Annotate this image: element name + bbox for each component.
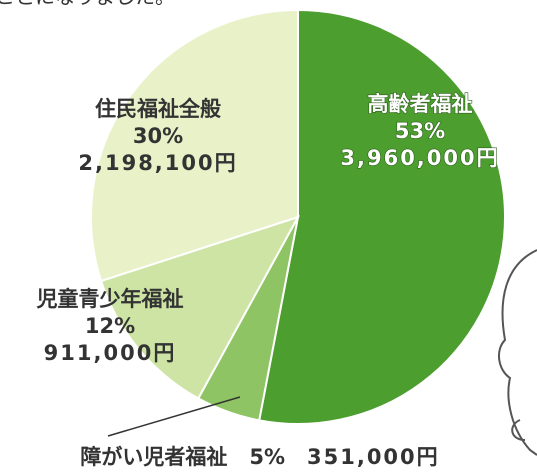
- pie-slice: [99, 215, 301, 400]
- slice-label: 障がい児者福祉 5% 351,000円: [80, 445, 439, 469]
- category-label: 障がい児者福祉: [80, 445, 227, 469]
- amount-label: 351,000円: [307, 445, 440, 469]
- amount-label: 911,000円: [44, 341, 177, 365]
- pie-slice: [90, 8, 299, 283]
- category-label: 高齢者福祉: [368, 92, 473, 116]
- percent-label: 5%: [249, 445, 285, 469]
- mascot: [498, 249, 537, 456]
- amount-label: 3,960,000円: [340, 146, 499, 170]
- category-label: 児童青少年福祉: [36, 287, 184, 311]
- percent-label: 30%: [133, 124, 183, 148]
- amount-label: 2,198,100円: [78, 151, 237, 175]
- header-text: ことになりました。: [0, 0, 175, 9]
- leader-line: [107, 396, 241, 437]
- category-label: 住民福祉全般: [95, 97, 221, 121]
- pie-slice: [258, 8, 506, 425]
- percent-label: 12%: [85, 314, 135, 338]
- percent-label: 53%: [395, 119, 445, 143]
